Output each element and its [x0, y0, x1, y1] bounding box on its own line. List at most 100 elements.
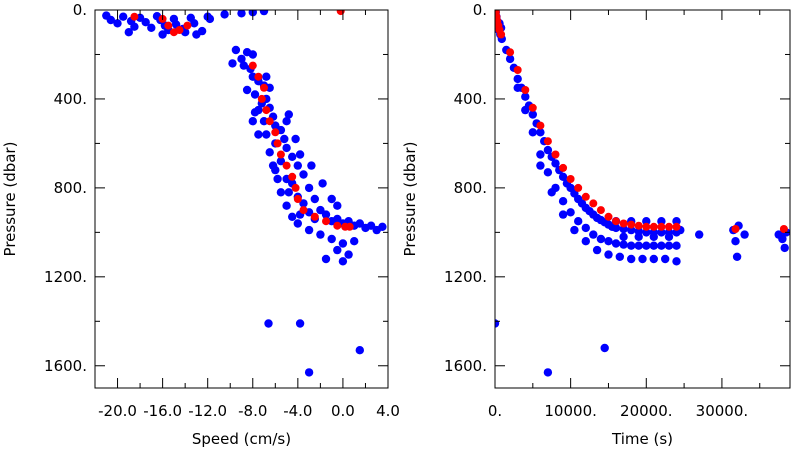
speed-red-point [299, 206, 308, 215]
time-red-point [649, 222, 658, 231]
time-blue-point [615, 252, 624, 261]
time-blue-point [611, 223, 621, 233]
time-blue-point [619, 232, 628, 241]
time-red-point [612, 217, 620, 226]
speed-red-point [282, 161, 291, 170]
time-red-point [513, 66, 522, 74]
speed-blue-point [333, 214, 342, 224]
speed-blue-point [307, 161, 316, 170]
speed-red-point [336, 10, 345, 16]
time-red-point [779, 225, 788, 233]
speed-blue-point [190, 19, 199, 28]
speed-blue-point [239, 61, 248, 70]
speed-blue-point [259, 10, 269, 16]
time-blue-point [543, 368, 553, 377]
speed-blue-point [291, 134, 300, 144]
time-blue-point [528, 128, 537, 137]
speed-blue-point [259, 117, 269, 126]
speed-blue-point [254, 105, 263, 115]
time-blue-point [627, 241, 636, 250]
time-red-point [528, 103, 537, 112]
time-blue-point [634, 232, 643, 241]
time-blue-point [600, 343, 609, 353]
speed-blue-point [273, 174, 282, 184]
speed-blue-point [197, 26, 207, 36]
speed-red-point [293, 195, 302, 203]
time-red-point [634, 221, 643, 230]
time-y-tick-label: 0. [473, 1, 487, 19]
speed-pressure-ticks: -20.0 -16.0 -12.0 -8.0 -4.0 0.0 4.0 0. 400. 800. 1… [44, 1, 400, 420]
speed-blue-point [282, 143, 291, 153]
speed-red-point [345, 222, 354, 231]
speed-blue-point [282, 201, 291, 210]
time-blue-point [642, 228, 651, 237]
speed-blue-point [284, 110, 293, 119]
speed-x-tick-label: -12.0 [188, 402, 227, 420]
speed-red-point [183, 21, 192, 30]
time-y-tick-label: 1200. [444, 268, 487, 286]
speed-blue-point [264, 319, 273, 328]
speed-pressure-points [102, 10, 387, 377]
time-blue-point [536, 161, 545, 170]
speed-x-tick-label: -16.0 [143, 402, 182, 420]
speed-x-tick-label: -20.0 [98, 402, 137, 420]
speed-blue-point [295, 319, 305, 328]
time-blue-point [619, 240, 628, 249]
speed-red-point [310, 212, 319, 221]
time-blue-point [642, 241, 651, 250]
time-red-point [574, 183, 583, 192]
time-x-tick-label: 10000. [544, 402, 597, 420]
time-blue-point [558, 210, 568, 219]
speed-blue-point [321, 210, 331, 219]
speed-blue-point [268, 161, 278, 170]
time-red-point [551, 150, 560, 159]
time-red-point [619, 219, 628, 228]
time-red-point [672, 222, 681, 231]
speed-blue-point [355, 346, 364, 355]
speed-x-tick-label: -4.0 [283, 402, 312, 420]
speed-blue-point [119, 12, 128, 21]
speed-red-point [322, 217, 330, 226]
speed-pressure-x-axis-title: Speed (cm/s) [192, 430, 291, 448]
speed-blue-point [106, 15, 116, 25]
speed-blue-point [288, 212, 297, 221]
speed-y-tick-label: 400. [54, 90, 87, 108]
speed-red-point [273, 139, 282, 148]
speed-blue-point [338, 239, 348, 248]
speed-blue-point [316, 205, 325, 215]
speed-blue-point [265, 148, 274, 157]
speed-blue-point [262, 72, 271, 81]
time-pressure-points [495, 10, 790, 377]
speed-blue-point [124, 28, 133, 37]
speed-blue-point [242, 85, 252, 95]
time-red-point [543, 137, 552, 146]
speed-blue-point [228, 59, 237, 68]
speed-blue-point [355, 219, 364, 228]
time-blue-point [528, 110, 537, 119]
time-blue-point [581, 237, 590, 246]
speed-blue-point [158, 30, 167, 39]
speed-red-point [254, 72, 263, 81]
speed-blue-point [299, 170, 308, 179]
speed-red-point [260, 83, 268, 92]
speed-blue-point [205, 14, 215, 24]
time-blue-point [513, 74, 522, 84]
time-blue-point [547, 188, 556, 197]
time-blue-point [581, 223, 590, 233]
time-blue-point [592, 245, 602, 255]
speed-blue-point [147, 23, 156, 32]
speed-blue-point [293, 161, 302, 170]
speed-red-point [257, 94, 266, 103]
speed-blue-point [141, 18, 150, 27]
time-red-point [657, 222, 666, 231]
time-red-point [581, 192, 590, 201]
speed-blue-point [304, 225, 314, 235]
time-red-point [604, 212, 613, 221]
time-blue-point [596, 234, 606, 244]
time-blue-point [566, 208, 575, 217]
time-blue-point [661, 254, 670, 264]
speed-blue-point [237, 54, 246, 64]
time-red-point [589, 199, 598, 208]
time-blue-point [657, 228, 666, 237]
